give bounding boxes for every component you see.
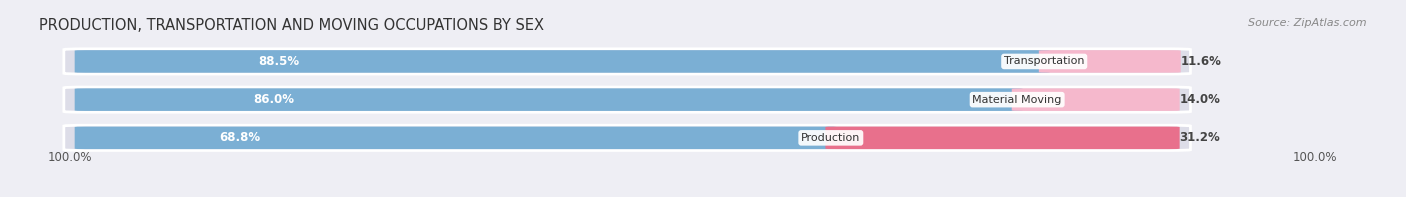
Text: Source: ZipAtlas.com: Source: ZipAtlas.com <box>1249 18 1367 28</box>
Text: 14.0%: 14.0% <box>1180 93 1220 106</box>
Text: 100.0%: 100.0% <box>1292 151 1337 164</box>
Text: Transportation: Transportation <box>1004 56 1084 66</box>
Text: 11.6%: 11.6% <box>1181 55 1222 68</box>
Text: 100.0%: 100.0% <box>48 151 93 164</box>
Text: Production: Production <box>801 133 860 143</box>
FancyBboxPatch shape <box>1012 88 1180 111</box>
Text: PRODUCTION, TRANSPORTATION AND MOVING OCCUPATIONS BY SEX: PRODUCTION, TRANSPORTATION AND MOVING OC… <box>39 18 544 33</box>
FancyBboxPatch shape <box>825 127 1180 149</box>
FancyBboxPatch shape <box>75 127 837 149</box>
Text: 88.5%: 88.5% <box>259 55 299 68</box>
FancyBboxPatch shape <box>75 88 1022 111</box>
Text: 86.0%: 86.0% <box>253 93 294 106</box>
FancyBboxPatch shape <box>63 49 1191 74</box>
FancyBboxPatch shape <box>1039 50 1181 73</box>
FancyBboxPatch shape <box>63 125 1191 151</box>
Text: 31.2%: 31.2% <box>1180 131 1220 144</box>
Text: Material Moving: Material Moving <box>973 95 1062 105</box>
Text: 68.8%: 68.8% <box>219 131 260 144</box>
FancyBboxPatch shape <box>63 87 1191 112</box>
FancyBboxPatch shape <box>75 50 1050 73</box>
